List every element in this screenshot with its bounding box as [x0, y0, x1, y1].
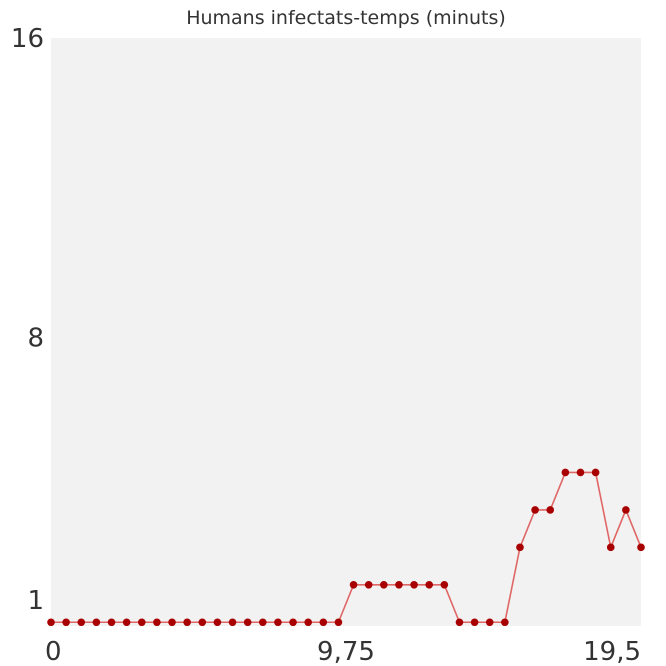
data-point: [47, 618, 55, 627]
y-tick-label: 1: [27, 586, 44, 616]
data-point: [77, 618, 86, 627]
data-point: [485, 618, 494, 627]
data-point: [531, 506, 539, 514]
data-point: [470, 618, 479, 627]
data-point: [410, 581, 418, 589]
data-point: [107, 618, 116, 627]
data-point: [62, 618, 70, 627]
data-point: [243, 618, 252, 627]
data-point: [183, 618, 191, 627]
x-tick-labels: 0 9,75 19,5: [45, 637, 641, 666]
data-point: [561, 468, 570, 477]
data-point: [258, 618, 267, 627]
data-point: [137, 618, 146, 627]
data-point: [380, 581, 388, 589]
x-tick-label: 19,5: [583, 637, 641, 666]
data-point: [213, 618, 222, 627]
series-layer: [47, 468, 645, 627]
data-point: [319, 618, 328, 627]
data-point: [516, 543, 524, 552]
x-tick-label: 0: [45, 637, 62, 666]
data-point: [637, 543, 645, 552]
data-point: [228, 618, 237, 627]
data-point: [289, 618, 297, 627]
data-point: [334, 618, 343, 627]
data-point: [304, 618, 312, 627]
data-point: [364, 581, 373, 589]
data-point: [591, 468, 600, 477]
data-point: [440, 581, 449, 589]
y-tick-label: 8: [27, 324, 44, 354]
data-point: [122, 618, 131, 627]
series-line: [51, 471, 642, 624]
data-point: [153, 618, 161, 627]
data-point: [546, 506, 555, 514]
data-point: [92, 618, 101, 627]
data-point: [425, 581, 434, 589]
data-point: [576, 468, 585, 477]
data-point: [168, 618, 176, 627]
chart-title: Humans infectats-temps (minuts): [186, 7, 506, 29]
data-point: [349, 581, 358, 589]
data-point: [455, 618, 464, 627]
data-point: [501, 618, 509, 627]
data-point: [198, 618, 207, 627]
plot-background: [51, 38, 641, 626]
y-tick-label: 16: [11, 24, 44, 54]
data-point: [622, 506, 630, 514]
data-point: [606, 543, 615, 552]
data-point: [274, 618, 282, 627]
x-tick-label: 9,75: [317, 637, 375, 666]
data-point: [395, 581, 403, 589]
